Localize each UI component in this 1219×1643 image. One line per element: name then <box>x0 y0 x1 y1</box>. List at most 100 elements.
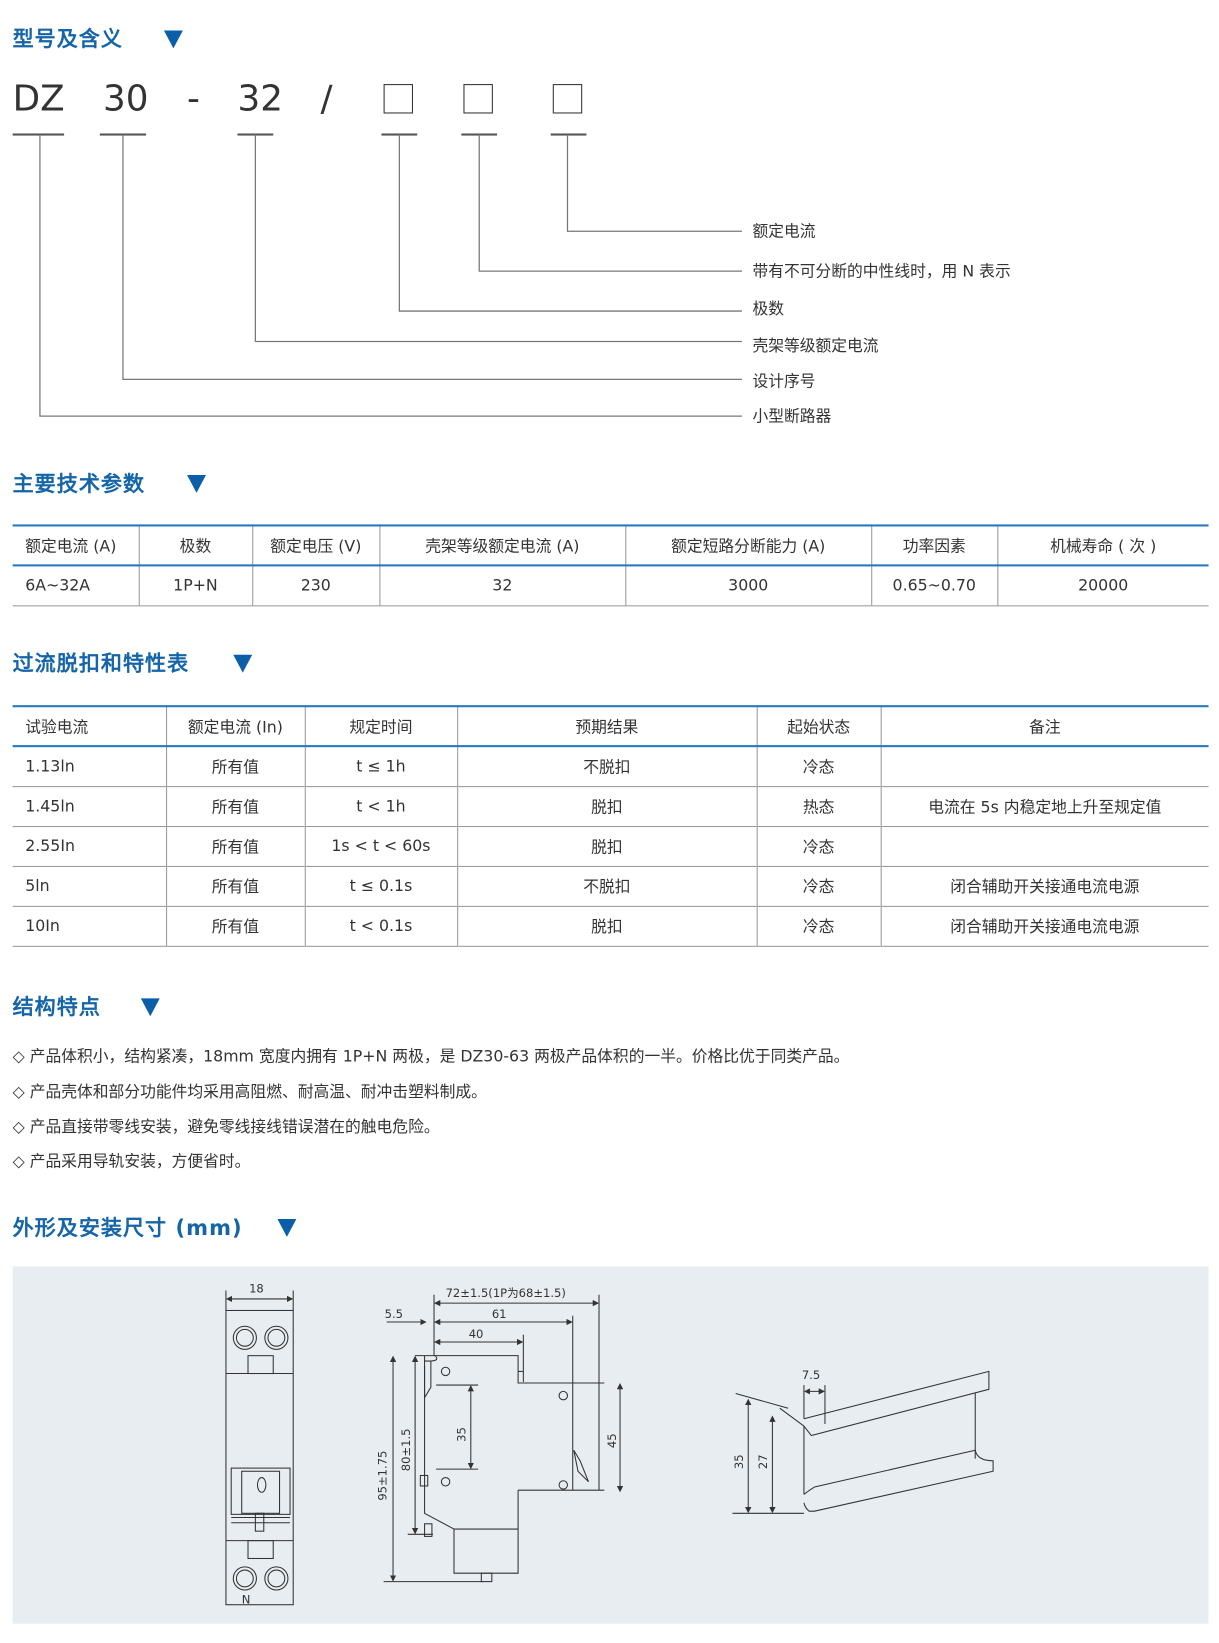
underline <box>550 133 587 136</box>
table-row: 2.55In 所有值 1s < t < 60s 脱扣 冷态 <box>12 826 1209 866</box>
model-blank-box <box>463 84 493 114</box>
dim-rail-27: 27 <box>756 1454 770 1469</box>
table-cell: 脱扣 <box>456 786 757 827</box>
col-header: 试验电流 <box>25 717 89 737</box>
col-header: 功率因素 <box>870 525 998 566</box>
table-cell: 不脱扣 <box>456 865 757 906</box>
legend-design-no: 设计序号 <box>752 372 816 391</box>
legend-frame-current: 壳架等级额定电流 <box>752 336 879 356</box>
section-title-text: 外形及安装尺寸 (mm) <box>12 1214 243 1241</box>
table-row: 6A~32A 1P+N 230 32 3000 0.65~0.70 20000 <box>12 565 1209 606</box>
section-title-features: 结构特点 <box>12 993 160 1020</box>
underline <box>12 133 65 136</box>
table-cell: 闭合辅助开关接通电流电源 <box>880 865 1209 906</box>
spec-table: 额定电流 (A) 极数 额定电压 (V) 壳架等级额定电流 (A) 额定短路分断… <box>12 524 1209 606</box>
table-cell: 2.55In <box>25 836 75 856</box>
table-cell: 不脱扣 <box>456 746 757 787</box>
section-title-text: 结构特点 <box>12 994 101 1020</box>
dim-offset: 5.5 <box>385 1307 403 1321</box>
section-title-text: 过流脱扣和特性表 <box>12 650 190 676</box>
dim-height-80: 80±1.5 <box>399 1429 413 1472</box>
model-blank-box <box>383 84 414 114</box>
section-title-trip: 过流脱扣和特性表 <box>12 649 253 676</box>
table-cell: 0.65~0.70 <box>870 565 998 606</box>
col-header: 极数 <box>138 525 253 566</box>
table-cell: 1P+N <box>138 565 253 606</box>
col-header: 额定电压 (V) <box>251 525 380 566</box>
model-part-30: 30 <box>102 77 149 120</box>
col-header: 额定短路分断能力 (A) <box>624 525 872 566</box>
table-cell: 冷态 <box>756 865 881 906</box>
table-cell <box>880 746 1209 787</box>
table-cell: t ≤ 1h <box>304 746 458 787</box>
table-cell: 1.45ln <box>25 796 75 816</box>
table-cell: 冷态 <box>756 826 881 866</box>
dim-height-95: 95±1.75 <box>376 1451 390 1501</box>
model-slash: / <box>320 77 333 120</box>
triangle-down-icon <box>140 998 160 1017</box>
table-cell: 所有值 <box>165 905 305 946</box>
dim-height-45: 45 <box>605 1433 619 1448</box>
col-header: 壳架等级额定电流 (A) <box>378 525 626 566</box>
table-cell: 热态 <box>756 786 881 827</box>
table-cell: 1s < t < 60s <box>304 826 458 866</box>
table-cell: t < 1h <box>304 786 458 827</box>
triangle-down-icon <box>187 475 206 493</box>
table-cell: 脱扣 <box>456 826 757 866</box>
trip-characteristics-table: 试验电流 额定电流 (In) 规定时间 预期结果 起始状态 备注 1.13ln 所… <box>12 705 1209 946</box>
table-cell <box>880 826 1209 866</box>
dim-front-width: 18 <box>249 1282 264 1296</box>
col-header: 额定电流 (A) <box>25 536 117 556</box>
underline <box>461 133 498 136</box>
col-header: 机械寿命 ( 次 ) <box>996 525 1209 566</box>
legend-poles: 极数 <box>752 299 784 319</box>
legend-mcb: 小型断路器 <box>752 406 832 426</box>
underline <box>237 133 274 136</box>
table-cell: 冷态 <box>756 746 881 787</box>
table-cell: 6A~32A <box>25 576 91 596</box>
table-cell: 脱扣 <box>456 905 757 946</box>
side-view-drawing <box>383 1294 624 1583</box>
dim-depth-61: 61 <box>492 1307 507 1321</box>
feature-item: ◇ 产品壳体和部分功能件均采用高阻燃、耐高温、耐冲击塑料制成。 <box>12 1082 487 1102</box>
section-title-specs: 主要技术参数 <box>12 470 206 497</box>
model-part-dz: DZ <box>12 77 65 120</box>
table-row: 1.45ln 所有值 t < 1h 脱扣 热态 电流在 5s 内稳定地上升至规定值 <box>12 786 1209 827</box>
underline <box>99 133 147 136</box>
col-header: 规定时间 <box>304 706 458 747</box>
section-title-text: 主要技术参数 <box>12 470 146 497</box>
col-header: 起始状态 <box>756 706 881 747</box>
table-cell: 所有值 <box>165 786 305 827</box>
table-header-row: 试验电流 额定电流 (In) 规定时间 预期结果 起始状态 备注 <box>12 706 1209 747</box>
triangle-down-icon <box>233 654 253 673</box>
table-cell: t ≤ 0.1s <box>304 865 458 906</box>
table-cell: 3000 <box>624 565 872 606</box>
front-view-drawing <box>225 1290 294 1606</box>
table-cell: 冷态 <box>756 905 881 946</box>
underline <box>381 133 418 136</box>
table-cell: 闭合辅助开关接通电流电源 <box>880 905 1209 946</box>
table-cell: 10In <box>25 916 60 936</box>
table-cell: 电流在 5s 内稳定地上升至规定值 <box>880 786 1209 827</box>
dim-height-35: 35 <box>455 1427 469 1442</box>
feature-item: ◇ 产品采用导轨安装，方便省时。 <box>12 1151 251 1171</box>
dim-rail-flange: 7.5 <box>802 1368 820 1382</box>
dim-depth-40: 40 <box>469 1327 484 1341</box>
table-row: 10In 所有值 t < 0.1s 脱扣 冷态 闭合辅助开关接通电流电源 <box>12 905 1209 946</box>
dimension-drawing-panel <box>12 1266 1209 1624</box>
model-blank-box <box>552 84 583 114</box>
dim-total-depth: 72±1.5(1P为68±1.5) <box>446 1286 566 1300</box>
model-leader-lines <box>39 134 742 417</box>
model-dash: - <box>187 77 200 120</box>
table-cell: 32 <box>378 565 626 606</box>
table-cell: 所有值 <box>165 865 305 906</box>
table-cell: 5ln <box>25 876 50 896</box>
col-header: 额定电流 (In) <box>165 706 305 747</box>
section-title-model: 型号及含义 <box>13 25 183 52</box>
model-part-32: 32 <box>237 77 283 120</box>
table-row: 1.13ln 所有值 t ≤ 1h 不脱扣 冷态 <box>12 746 1209 787</box>
legend-neutral: 带有不可分断的中性线时，用 N 表示 <box>752 261 1011 281</box>
col-header: 预期结果 <box>456 706 757 747</box>
table-row: 5ln 所有值 t ≤ 0.1s 不脱扣 冷态 闭合辅助开关接通电流电源 <box>12 865 1209 906</box>
